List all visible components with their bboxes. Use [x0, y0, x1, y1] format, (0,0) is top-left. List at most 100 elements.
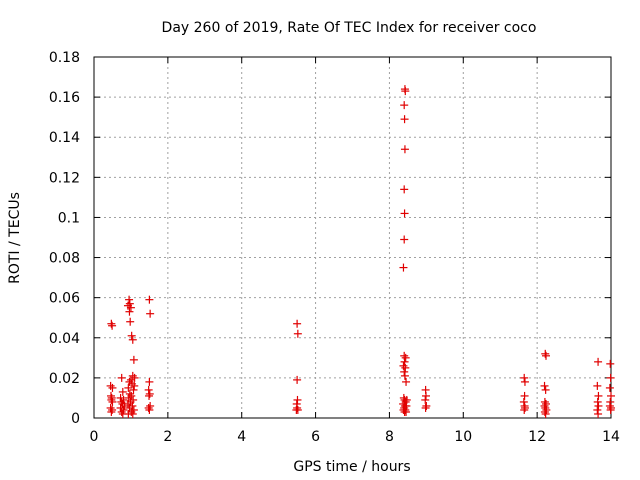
data-point [125, 299, 134, 308]
data-point [146, 401, 155, 410]
data-point [130, 381, 139, 390]
data-point [108, 321, 117, 330]
data-point [520, 391, 529, 400]
data-point [520, 405, 529, 414]
data-point [145, 405, 154, 414]
data-point [130, 373, 139, 382]
data-point [145, 295, 154, 304]
data-point [118, 387, 127, 396]
data-point [400, 407, 409, 416]
data-point [593, 405, 602, 414]
data-point [593, 397, 602, 406]
data-point [401, 87, 410, 96]
data-point [293, 375, 302, 384]
data-point [594, 401, 603, 410]
data-point [128, 409, 137, 418]
data-point [400, 367, 409, 376]
y-tick-label: 0.1 [58, 210, 80, 226]
data-point [606, 373, 615, 382]
data-point [146, 309, 155, 318]
x-tick-label: 2 [163, 429, 172, 445]
x-tick-label: 4 [237, 429, 246, 445]
data-point [144, 403, 153, 412]
data-point [125, 389, 134, 398]
x-tick-labels: 0 2 4 6 8 10 12 14 [90, 429, 620, 445]
data-point [108, 405, 117, 414]
data-point [145, 391, 154, 400]
data-point [594, 357, 603, 366]
data-point [117, 397, 126, 406]
y-tick-label: 0.02 [49, 371, 80, 387]
x-tick-label: 8 [385, 429, 394, 445]
data-point [128, 335, 137, 344]
data-point [401, 353, 410, 362]
data-point [401, 363, 410, 372]
y-axis-label: ROTI / TECUs [7, 192, 23, 284]
y-tick-label: 0.18 [49, 50, 80, 66]
data-point [117, 407, 126, 416]
data-point [126, 375, 135, 384]
data-point [125, 403, 134, 412]
x-tick-label: 6 [311, 429, 320, 445]
data-point [125, 307, 134, 316]
data-point [120, 401, 129, 410]
grid [94, 57, 611, 418]
data-point [520, 373, 529, 382]
data-point [124, 383, 133, 392]
data-point [400, 145, 409, 154]
data-point [594, 409, 603, 418]
data-point [400, 235, 409, 244]
x-axis-label: GPS time / hours [293, 459, 410, 475]
data-point [126, 317, 135, 326]
data-point [293, 329, 302, 338]
data-point [421, 391, 430, 400]
data-point [606, 359, 615, 368]
y-tick-label: 0.06 [49, 291, 80, 307]
y-tick-label: 0.08 [49, 251, 80, 267]
data-point [400, 209, 409, 218]
data-point [607, 391, 615, 400]
data-point [541, 349, 550, 358]
data-point [400, 185, 409, 194]
data-point [520, 377, 529, 386]
x-tick-label: 14 [602, 429, 620, 445]
x-tick-label: 12 [528, 429, 546, 445]
data-point [421, 395, 430, 404]
data-point [421, 403, 430, 412]
y-tick-label: 0.16 [49, 90, 80, 106]
data-point [292, 405, 301, 414]
data-point [519, 397, 528, 406]
y-tick-labels: 0 0.02 0.04 0.06 0.08 0.1 0.12 0.14 0.16 0.18 [49, 50, 80, 427]
data-point [399, 263, 408, 272]
data-point [108, 397, 117, 406]
data-point [605, 383, 614, 392]
data-point [145, 377, 154, 386]
y-tick-label: 0.12 [49, 170, 80, 186]
data-point [422, 401, 431, 410]
data-point [125, 295, 134, 304]
y-tick-label: 0.04 [49, 331, 80, 347]
data-point [400, 101, 409, 110]
data-point [594, 391, 603, 400]
data-point [107, 407, 116, 416]
data-point [520, 403, 529, 412]
data-point [541, 385, 550, 394]
data-point [106, 403, 115, 412]
data-point [126, 303, 135, 312]
data-point [293, 403, 302, 412]
data-point [593, 381, 602, 390]
data-point [128, 371, 137, 380]
data-point [106, 381, 115, 390]
chart-title: Day 260 of 2019, Rate Of TEC Index for r… [162, 20, 537, 36]
data-point [293, 319, 302, 328]
data-point [399, 361, 408, 370]
data-point [124, 393, 133, 402]
data-point [540, 407, 549, 416]
axis-ticks [93, 56, 612, 419]
data-point [107, 319, 116, 328]
data-point [542, 351, 551, 360]
data-point [119, 405, 128, 414]
data-point [400, 357, 409, 366]
y-tick-label: 0.14 [49, 130, 80, 146]
data-point [542, 405, 551, 414]
